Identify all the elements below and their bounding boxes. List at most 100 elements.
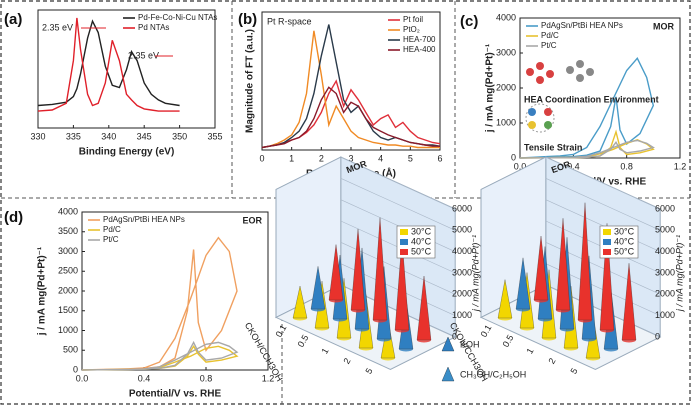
legend-label: PdAgSn/PtBi HEA NPs (541, 21, 623, 30)
series-line (37, 19, 180, 107)
y-tick-label: 1500 (58, 305, 78, 315)
x-tick-label: 0.0 (76, 373, 89, 383)
legend-label: Pd-Fe-Co-Ni-Cu NTAs (138, 13, 217, 22)
series-line (261, 86, 440, 149)
annotation: 2.35 eV (128, 50, 159, 60)
grid-line (545, 156, 661, 210)
x-tick-label: 335 (66, 131, 81, 141)
x-tick-label: 3 (348, 153, 353, 163)
y-tick-label: 4000 (58, 206, 78, 216)
cone (515, 257, 531, 310)
x-tick-label: 340 (101, 131, 116, 141)
z-axis-label: j / mA mg(Pd+Pt)⁻¹ (674, 235, 684, 312)
series-line (37, 17, 180, 112)
z-axis-label: j / mA mg(Pd+Pt)⁻¹ (470, 235, 480, 312)
legend-label: 50°C (614, 246, 635, 256)
z-tick-label: 5000 (452, 225, 472, 235)
annotation: CH₃OH/C₂H₅OH (460, 369, 526, 379)
z-tick-label: 0 (452, 331, 457, 341)
series-line (261, 30, 440, 149)
legend-swatch (603, 229, 611, 235)
panel-label: (d) (4, 209, 23, 226)
x-tick-label: 330 (30, 131, 45, 141)
x-tick-label: 350 (172, 131, 187, 141)
x-tick-label: 0 (259, 153, 264, 163)
cone (292, 285, 308, 319)
annotation: KOH (460, 339, 480, 349)
z-tick-label: 0 (655, 331, 660, 341)
plot-frame (37, 9, 216, 129)
x-tick-label: 0.1 (479, 323, 494, 339)
x-tick-label: 6 (437, 153, 442, 163)
legend-label: Pd/C (103, 225, 121, 234)
legend-swatch (400, 249, 408, 255)
legend-label: PdAgSn/PtBi HEA NPs (103, 215, 185, 224)
annotation: 2.35 eV (42, 22, 73, 32)
x-tick-label: 1 (319, 346, 330, 355)
cone (621, 263, 637, 341)
legend-label: 30°C (411, 226, 432, 236)
x-tick-label: 1 (289, 153, 294, 163)
cone (497, 279, 513, 319)
legend-label: 30°C (614, 226, 635, 236)
grid-line (340, 178, 456, 231)
cone (350, 228, 366, 311)
x-tick-label: 1.2 (674, 161, 687, 171)
z-tick-label: 3000 (452, 267, 472, 277)
z-tick-label: 4000 (655, 246, 675, 256)
x-tick-label: 0.5 (501, 333, 516, 349)
legend-swatch (400, 229, 408, 235)
x-tick-label: 2 (319, 153, 324, 163)
legend-label: Pt/C (103, 235, 119, 244)
z-tick-label: 2000 (655, 289, 675, 299)
cone (372, 217, 388, 321)
x-tick-label: 5 (568, 366, 579, 375)
grid-line (545, 199, 661, 252)
y-tick-label: 500 (63, 345, 78, 355)
y-tick-label: 0 (73, 364, 78, 374)
z-tick-label: 3000 (655, 267, 675, 277)
x-tick-label: 355 (207, 131, 222, 141)
legend-label: HEA-700 (403, 35, 436, 44)
y-tick-label: 2000 (58, 285, 78, 295)
legend-label: Pd NTAs (138, 23, 169, 32)
x-tick-label: 4 (378, 153, 383, 163)
panel-label: (a) (4, 11, 22, 28)
y-tick-label: 1000 (58, 325, 78, 335)
y-axis-label: j / mA mg(Pd+Pt)⁻¹ (37, 246, 48, 336)
y-tick-label: 3000 (496, 47, 516, 57)
x-tick-label: 5 (363, 366, 374, 375)
plot-label: MOR (653, 21, 674, 31)
y-tick-label: 1000 (496, 117, 516, 127)
annotation-icon (441, 366, 455, 382)
y-tick-label: 4000 (496, 12, 516, 22)
x-tick-label: 0.8 (200, 373, 213, 383)
legend-swatch (603, 239, 611, 245)
z-tick-label: 1000 (655, 310, 675, 320)
x-tick-label: 5 (408, 153, 413, 163)
x-tick-label: 1.2 (262, 373, 275, 383)
series-line (81, 340, 239, 371)
cone (416, 275, 432, 341)
y-axis-label: Magnitude of FT (a.u.) (245, 29, 256, 133)
x-axis-label: Binding Energy (eV) (79, 147, 175, 158)
z-tick-label: 1000 (452, 310, 472, 320)
z-tick-label: 4000 (452, 246, 472, 256)
x-tick-label: 0.5 (296, 333, 311, 349)
x-tick-label: 0.4 (138, 373, 151, 383)
legend-label: Pd/C (541, 31, 559, 40)
x-tick-label: 0.4 (567, 161, 580, 171)
grid-line (545, 178, 661, 231)
cone (533, 235, 549, 301)
grid-line (340, 199, 456, 252)
z-tick-label: 2000 (452, 289, 472, 299)
cone (328, 244, 344, 301)
y-axis-label: j / mA mg(Pd+Pt)⁻¹ (485, 43, 496, 133)
annotation-icon (441, 336, 455, 352)
x-tick-label: 0.0 (514, 161, 527, 171)
annotation: HEA Coordination Environment (524, 94, 659, 104)
legend-label: 40°C (614, 236, 635, 246)
plot-label: EOR (242, 215, 262, 225)
